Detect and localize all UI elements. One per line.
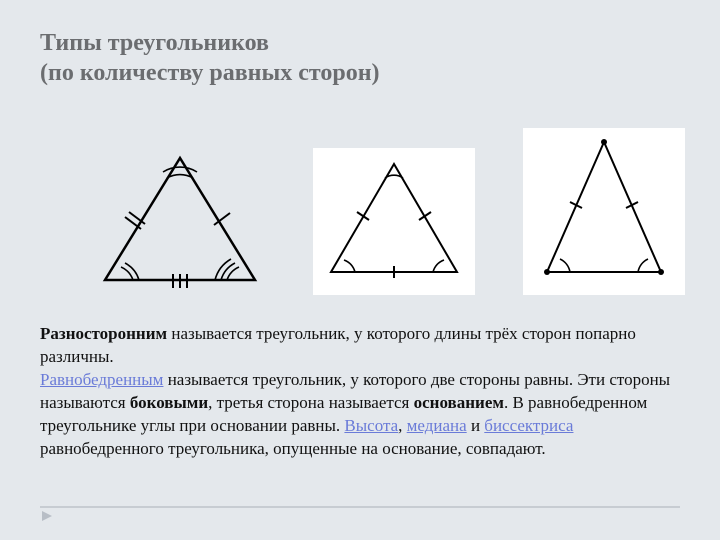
term-scalene: Разносторонним: [40, 324, 167, 343]
link-bisector[interactable]: биссектриса: [484, 416, 573, 435]
scalene-triangle-figure: [95, 150, 265, 295]
link-median[interactable]: медиана: [407, 416, 467, 435]
footer-rule: [40, 506, 680, 508]
body-text: Разносторонним называется треугольник, у…: [40, 323, 680, 461]
term-lateral: боковыми: [130, 393, 208, 412]
equilateral-triangle-figure: [313, 148, 475, 295]
slide: Типы треугольников (по количеству равных…: [0, 0, 720, 540]
slide-title: Типы треугольников (по количеству равных…: [40, 28, 680, 88]
isosceles-triangle-figure: [523, 128, 685, 295]
link-height[interactable]: Высота: [344, 416, 398, 435]
term-base: основанием: [414, 393, 504, 412]
text-2l: равнобедренного треугольника, опущенные …: [40, 439, 546, 458]
title-line-2: (по количеству равных сторон): [40, 60, 380, 86]
footer-arrow-icon: [40, 509, 54, 528]
text-2d: , третья сторона называется: [208, 393, 414, 412]
equilateral-triangle-svg: [319, 154, 469, 284]
triangles-row: [40, 128, 680, 295]
text-2j: и: [467, 416, 485, 435]
title-line-1: Типы треугольников: [40, 30, 269, 56]
text-2h: ,: [398, 416, 407, 435]
scalene-triangle-svg: [95, 150, 265, 290]
link-isosceles[interactable]: Равнобедренным: [40, 370, 163, 389]
isosceles-triangle-svg: [529, 134, 679, 284]
